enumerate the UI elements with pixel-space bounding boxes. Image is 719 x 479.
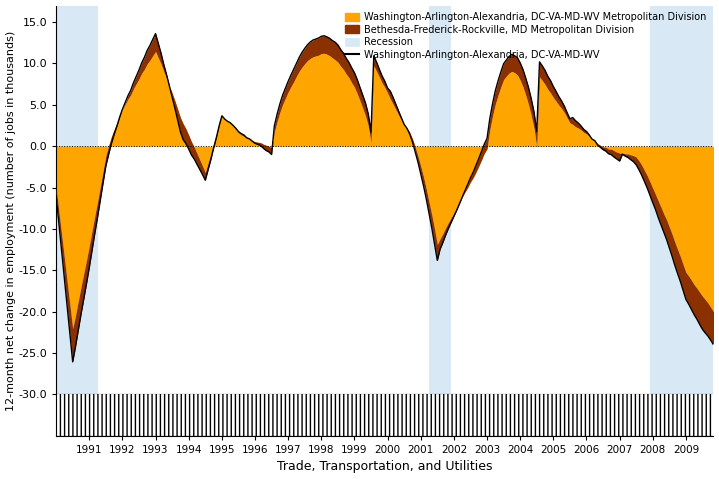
Y-axis label: 12-month net change in employment (number of jobs in thousands): 12-month net change in employment (numbe…	[6, 31, 16, 411]
X-axis label: Trade, Transportation, and Utilities: Trade, Transportation, and Utilities	[277, 460, 493, 473]
Bar	[56, 6, 98, 436]
Bar	[429, 6, 451, 436]
Legend: Washington-Arlington-Alexandria, DC-VA-MD-WV Metropolitan Division, Bethesda-Fre: Washington-Arlington-Alexandria, DC-VA-M…	[343, 11, 709, 62]
Bar	[650, 6, 713, 436]
